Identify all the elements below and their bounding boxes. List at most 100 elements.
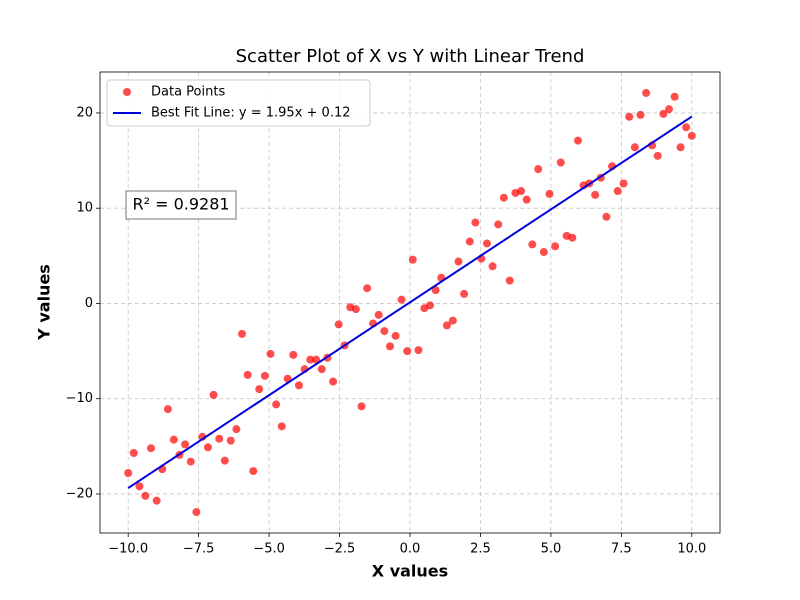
data-point (613, 187, 622, 196)
data-point (454, 257, 463, 266)
data-point (488, 262, 497, 271)
data-point (414, 346, 423, 355)
data-point (653, 151, 662, 160)
data-point (129, 448, 138, 457)
data-point (528, 240, 537, 249)
data-point (556, 158, 565, 167)
legend-label: Best Fit Line: y = 1.95x + 0.12 (151, 106, 351, 121)
legend-box (106, 79, 371, 127)
annotation: R² = 0.9281 (125, 190, 237, 220)
data-point (294, 381, 303, 390)
x-axis-label: X values (372, 562, 448, 581)
data-point (374, 310, 383, 319)
data-point (687, 131, 696, 140)
data-point (522, 195, 531, 204)
legend: Data Points Best Fit Line: y = 1.95x + 0.… (106, 79, 371, 127)
data-point (397, 295, 406, 304)
data-point (682, 123, 691, 132)
x-tick-label: −10.0 (108, 542, 148, 557)
x-tick-label: 5.0 (541, 542, 562, 557)
data-point (664, 105, 673, 114)
data-point (642, 88, 651, 97)
annotation-text: R² = 0.9281 (132, 195, 229, 214)
data-point (243, 370, 252, 379)
data-point (255, 385, 264, 394)
data-point (636, 110, 645, 119)
y-tick-label: 20 (76, 105, 93, 120)
data-point (630, 143, 639, 152)
data-point (306, 355, 315, 364)
data-point (351, 305, 360, 314)
data-point (186, 457, 195, 466)
y-tick-label: 0 (85, 296, 93, 311)
data-point (380, 327, 389, 336)
data-point (482, 239, 491, 248)
data-point (465, 237, 474, 246)
data-point (539, 248, 548, 257)
data-point (266, 349, 275, 358)
data-point (494, 220, 503, 229)
data-point (232, 425, 241, 434)
data-point (431, 286, 440, 295)
legend-swatch (123, 88, 131, 96)
data-point (141, 491, 150, 500)
data-point (169, 435, 178, 444)
data-point (192, 508, 201, 517)
data-point (220, 456, 229, 465)
data-point (659, 109, 668, 118)
data-point (591, 190, 600, 199)
y-tick-label: −10 (66, 391, 93, 406)
data-point (625, 112, 634, 121)
data-point (573, 136, 582, 145)
data-point (357, 402, 366, 411)
data-point (215, 434, 224, 443)
data-point (163, 405, 172, 414)
data-point (448, 316, 457, 325)
data-point (391, 331, 400, 340)
data-point (534, 165, 543, 174)
data-point (334, 320, 343, 329)
data-point (426, 301, 435, 310)
data-point (517, 187, 526, 196)
x-tick-label: 0.0 (400, 542, 421, 557)
data-point (226, 436, 235, 445)
data-point (152, 496, 161, 505)
annotation-box (125, 190, 237, 220)
data-point (385, 342, 394, 351)
data-point (329, 377, 338, 386)
chart-title: Scatter Plot of X vs Y with Linear Trend (236, 46, 585, 67)
plot-frame (99, 71, 721, 534)
data-point (676, 143, 685, 152)
data-point (568, 233, 577, 242)
x-tick-label: 2.5 (470, 542, 491, 557)
data-point (317, 365, 326, 374)
data-point (272, 400, 281, 409)
data-point (619, 179, 628, 188)
data-point (408, 255, 417, 264)
data-point (277, 422, 286, 431)
data-point (602, 212, 611, 221)
data-point (442, 321, 451, 330)
data-point (670, 92, 679, 101)
trend-line (127, 115, 693, 489)
data-point (289, 350, 298, 359)
data-point (471, 218, 480, 227)
y-tick-label: −20 (66, 486, 93, 501)
data-point (460, 289, 469, 298)
x-tick-label: 7.5 (611, 542, 632, 557)
data-point (238, 329, 247, 338)
y-tick-label: 10 (76, 201, 93, 216)
data-point (403, 347, 412, 356)
data-point (124, 468, 133, 477)
data-point (147, 444, 156, 453)
data-point (363, 284, 372, 293)
data-point (249, 467, 258, 476)
data-point (499, 193, 508, 202)
data-point (545, 189, 554, 198)
legend-label: Data Points (151, 85, 225, 100)
data-point (505, 276, 514, 285)
x-tick-label: −7.5 (183, 542, 215, 557)
data-point (181, 440, 190, 449)
y-axis-label: Y values (35, 264, 54, 341)
